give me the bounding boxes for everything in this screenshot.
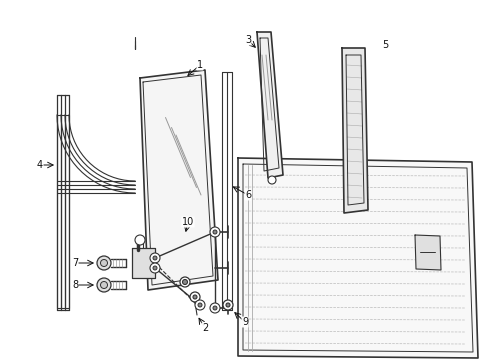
Text: 8: 8	[72, 280, 78, 290]
Text: 9: 9	[242, 317, 247, 327]
Circle shape	[180, 277, 190, 287]
Circle shape	[101, 282, 107, 288]
Circle shape	[195, 300, 204, 310]
Polygon shape	[238, 158, 477, 358]
Text: 3: 3	[244, 35, 250, 45]
Polygon shape	[341, 48, 367, 213]
Circle shape	[135, 235, 145, 245]
Text: 7: 7	[72, 258, 78, 268]
Circle shape	[213, 230, 217, 234]
Circle shape	[190, 292, 200, 302]
Circle shape	[97, 278, 111, 292]
Circle shape	[182, 279, 187, 284]
Text: 6: 6	[244, 190, 250, 200]
Circle shape	[267, 176, 275, 184]
Text: 10: 10	[182, 217, 194, 227]
Circle shape	[97, 256, 111, 270]
Circle shape	[223, 300, 232, 310]
Circle shape	[193, 295, 197, 299]
Circle shape	[198, 303, 202, 307]
Polygon shape	[140, 70, 218, 290]
Circle shape	[213, 306, 217, 310]
Circle shape	[225, 303, 229, 307]
Text: 4: 4	[37, 160, 43, 170]
Circle shape	[153, 256, 157, 260]
Circle shape	[150, 263, 160, 273]
Text: 1: 1	[197, 60, 203, 70]
Polygon shape	[257, 32, 283, 178]
Circle shape	[209, 227, 220, 237]
Text: 5: 5	[381, 40, 387, 50]
Circle shape	[150, 253, 160, 263]
Polygon shape	[132, 248, 155, 278]
Polygon shape	[414, 235, 440, 270]
Circle shape	[209, 303, 220, 313]
Text: 2: 2	[202, 323, 208, 333]
Circle shape	[101, 260, 107, 266]
Circle shape	[153, 266, 157, 270]
